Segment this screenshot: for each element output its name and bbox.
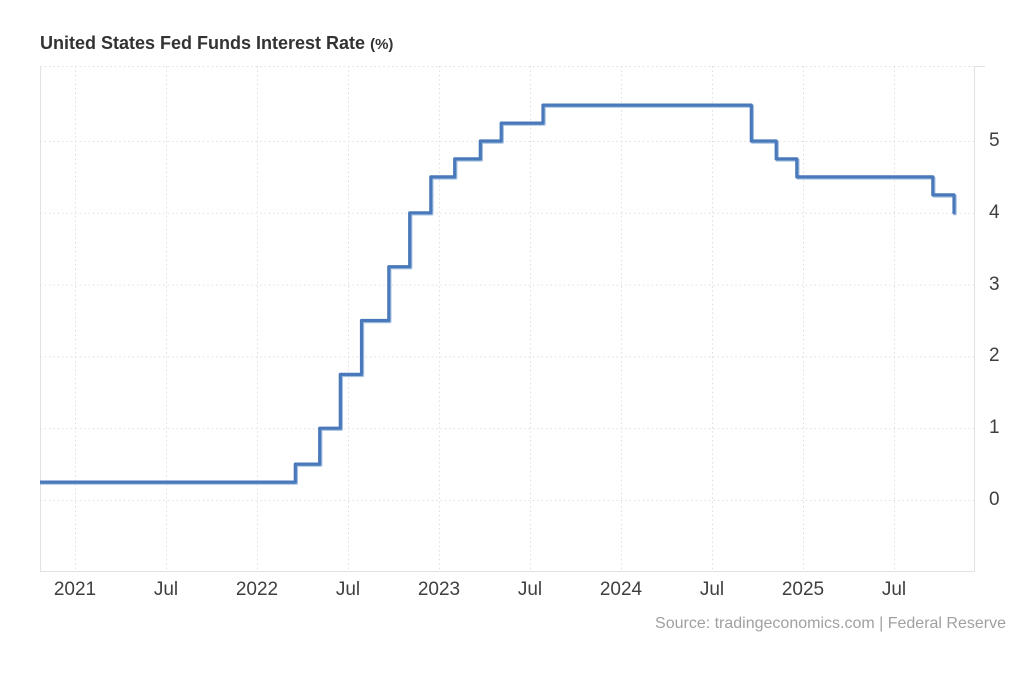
y-tick-label: 3 — [989, 273, 1000, 295]
gridlines — [40, 66, 975, 572]
x-tick-label: 2023 — [417, 579, 461, 600]
source-attribution: Source: tradingeconomics.com | Federal R… — [655, 615, 1006, 632]
y-tick-label: 1 — [989, 417, 1000, 439]
chart-title-text: United States Fed Funds Interest Rate — [40, 33, 366, 53]
x-tick-label: 2022 — [235, 579, 279, 600]
y-tick-label: 0 — [989, 489, 1000, 510]
y-tick-label: 5 — [989, 130, 1000, 151]
x-tick-label: Jul — [699, 579, 725, 600]
x-tick-label: Jul — [153, 579, 179, 600]
x-tick-label: Jul — [335, 579, 361, 600]
step-line-chart — [40, 66, 985, 572]
plot-borders — [40, 66, 985, 572]
y-tick-label: 2 — [989, 345, 1000, 367]
y-tick-label: 4 — [989, 201, 1000, 223]
plot-area[interactable] — [40, 66, 990, 573]
chart-title: United States Fed Funds Interest Rate (%… — [40, 33, 393, 54]
chart-title-unit: (%) — [370, 36, 394, 53]
x-tick-label: 2024 — [599, 579, 643, 600]
x-tick-label: 2021 — [53, 579, 97, 600]
x-tick-label: 2025 — [781, 579, 825, 600]
x-tick-label: Jul — [881, 579, 907, 600]
x-tick-label: Jul — [517, 579, 543, 600]
rate-line[interactable] — [40, 103, 956, 484]
rate-line-highlight — [40, 104, 957, 485]
